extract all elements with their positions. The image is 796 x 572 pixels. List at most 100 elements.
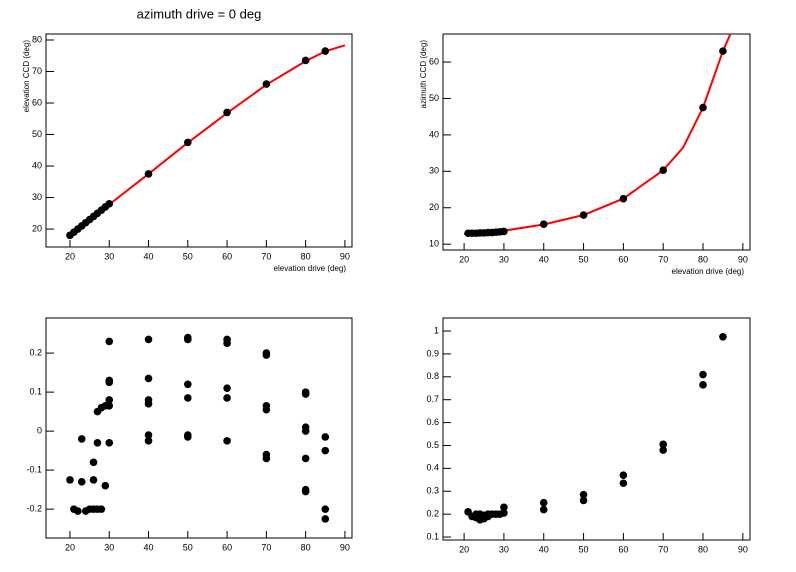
data-point	[699, 103, 707, 112]
x-tick-label: 60	[618, 544, 628, 554]
data-point	[262, 454, 271, 463]
y-tick-label: 0.1	[29, 386, 42, 396]
x-tick-label: 60	[618, 254, 628, 264]
y-tick-label: 40	[429, 129, 439, 139]
y-axis-label: azimuth CCD (deg)	[419, 40, 428, 109]
x-tick-label: 50	[183, 542, 193, 552]
x-tick-label: 80	[301, 251, 311, 261]
y-tick-label: 0.1	[426, 531, 439, 541]
data-point	[301, 390, 310, 398]
data-point	[93, 439, 102, 447]
x-tick-label: 80	[698, 544, 708, 554]
data-point	[223, 384, 231, 393]
x-tick-label: 60	[222, 542, 232, 552]
y-tick-label: 0.4	[426, 463, 439, 473]
data-point	[105, 396, 114, 404]
data-point	[619, 479, 628, 488]
data-point	[184, 380, 192, 389]
x-tick-label: 70	[658, 544, 668, 554]
x-tick-label: 50	[579, 254, 589, 264]
data-point	[223, 108, 231, 117]
x-tick-label: 70	[261, 542, 271, 552]
x-tick-label: 90	[340, 542, 350, 552]
data-point	[719, 332, 727, 341]
data-point	[659, 166, 667, 175]
data-point	[262, 351, 271, 359]
y-tick-label: 70	[32, 66, 42, 76]
data-point	[144, 400, 153, 408]
data-point	[105, 439, 114, 447]
data-point	[77, 478, 86, 486]
x-tick-label: 30	[104, 251, 114, 261]
y-tick-label: 50	[32, 129, 42, 139]
data-point	[301, 487, 310, 496]
x-tick-label: 70	[658, 254, 668, 264]
data-point	[101, 481, 110, 490]
data-point	[619, 471, 628, 480]
data-point	[144, 437, 153, 445]
x-tick-label: 30	[499, 544, 509, 554]
data-point	[699, 381, 707, 389]
plot-frame	[442, 317, 751, 541]
data-point	[74, 507, 82, 515]
y-tick-label: 0	[37, 425, 42, 435]
x-tick-label: 20	[65, 542, 75, 552]
x-tick-label: 80	[698, 254, 708, 264]
data-point	[301, 56, 310, 65]
data-point	[262, 80, 271, 88]
x-tick-label: 40	[539, 544, 549, 554]
y-tick-label: 30	[32, 192, 42, 202]
data-point	[105, 337, 114, 346]
x-tick-label: 70	[261, 251, 271, 261]
y-tick-label: 80	[32, 34, 42, 44]
data-point	[539, 505, 548, 514]
y-tick-label: 20	[32, 223, 42, 233]
data-point	[105, 401, 114, 410]
data-point	[579, 490, 588, 499]
y-tick-label: 0.5	[426, 440, 439, 450]
y-tick-label: 0.6	[426, 417, 439, 427]
data-point	[144, 431, 153, 439]
chart-title: azimuth drive = 0 deg	[137, 6, 262, 21]
plot-frame	[45, 317, 353, 539]
y-tick-label: 0.7	[426, 394, 439, 404]
data-point	[659, 440, 667, 449]
x-tick-label: 40	[539, 254, 549, 264]
data-point	[77, 435, 86, 443]
y-tick-label: 10	[429, 239, 439, 249]
x-tick-label: 30	[104, 542, 114, 552]
y-tick-label: 20	[429, 202, 439, 212]
data-point	[223, 394, 231, 402]
x-axis-label: elevation drive (deg)	[274, 264, 347, 273]
data-point	[500, 503, 508, 512]
data-point	[89, 458, 98, 467]
y-tick-label: 50	[429, 93, 439, 103]
y-tick-label: 0.8	[426, 371, 439, 381]
data-point	[144, 170, 153, 178]
x-tick-label: 80	[301, 542, 311, 552]
data-point	[301, 427, 310, 435]
y-tick-label: 0.2	[29, 347, 42, 357]
plot-frame	[442, 33, 751, 251]
data-point	[321, 515, 330, 523]
data-point	[97, 505, 106, 513]
x-tick-label: 20	[459, 254, 469, 264]
x-tick-label: 40	[144, 542, 154, 552]
y-axis-label: elevation CCD (deg)	[22, 40, 31, 113]
x-tick-label: 90	[340, 251, 350, 261]
data-point	[223, 339, 231, 348]
y-tick-label: 0.9	[426, 348, 439, 358]
data-point	[321, 433, 330, 441]
data-point	[144, 335, 153, 344]
data-point	[500, 509, 508, 517]
data-point	[262, 405, 271, 414]
data-point	[619, 194, 628, 203]
data-point	[321, 505, 330, 513]
data-point	[539, 220, 548, 228]
y-tick-label: -0.1	[26, 465, 42, 475]
data-point	[539, 498, 548, 507]
data-point	[184, 138, 192, 147]
data-point	[105, 200, 114, 208]
data-point	[579, 211, 588, 219]
